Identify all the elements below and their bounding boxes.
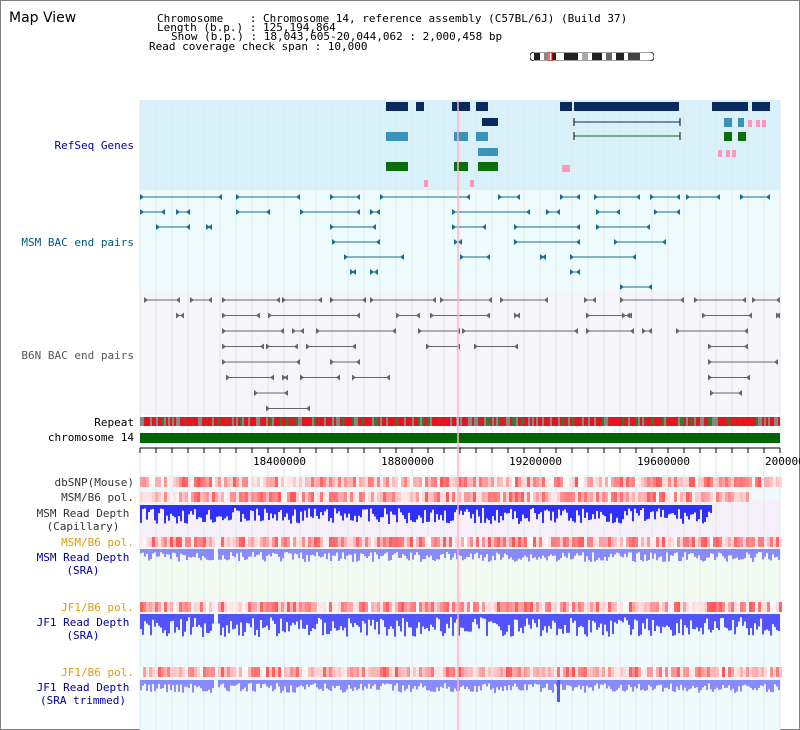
jf1-b6-pol-label: JF1/B6 pol.: [61, 601, 134, 614]
msm-bac-label: MSM BAC end pairs: [21, 236, 134, 249]
ideogram-selection-marker: [548, 52, 553, 61]
msm-read-depth-sra-label: MSM Read Depth (SRA): [36, 551, 130, 577]
repeat-label: Repeat: [94, 416, 134, 429]
coverage-span-info: Read coverage check span : 10,000: [149, 40, 368, 53]
axis-tick-label: 19600000: [637, 455, 690, 468]
chromosome-ideogram[interactable]: [530, 52, 654, 61]
msm-capillary-bg: [140, 500, 780, 545]
axis-tick-label: 18400000: [253, 455, 306, 468]
axis-tick-label: 20000000: [765, 455, 800, 468]
axis-tick-label: 19200000: [509, 455, 562, 468]
msm-bac-track-bg: [140, 190, 780, 290]
msm-read-depth-capillary-label: MSM Read Depth (Capillary): [36, 507, 130, 533]
chromosome-info: Chromosome : Chromosome 14, reference as…: [157, 12, 628, 25]
msm-b6-pol-label: MSM/B6 pol.: [61, 491, 134, 504]
msm-b6-pol-sra-label: MSM/B6 pol.: [61, 536, 134, 549]
jf1-read-depth-sra-label: JF1 Read Depth (SRA): [36, 616, 130, 642]
dbsnp-label: dbSNP(Mouse): [54, 476, 134, 489]
page-title: Map View: [9, 10, 77, 26]
refseq-track-bg: [140, 100, 780, 190]
axis-tick-label: 18800000: [381, 455, 434, 468]
jf1-read-depth-trimmed-label: JF1 Read Depth (SRA trimmed): [36, 681, 130, 707]
b6n-bac-track-bg: [140, 290, 780, 415]
b6n-bac-label: B6N BAC end pairs: [21, 349, 134, 362]
length-info: Length (b.p.) : 125,194,864: [157, 21, 336, 34]
jf1-b6-pol-trimmed-label: JF1/B6 pol.: [61, 666, 134, 679]
show-range-info: Show (b.p.) : 18,043,605-20,044,062 : 2,…: [171, 30, 503, 43]
msm-sra-bg: [140, 555, 780, 600]
chromosome-track-label: chromosome 14: [47, 431, 134, 444]
refseq-genes-label: RefSeq Genes: [54, 139, 134, 152]
